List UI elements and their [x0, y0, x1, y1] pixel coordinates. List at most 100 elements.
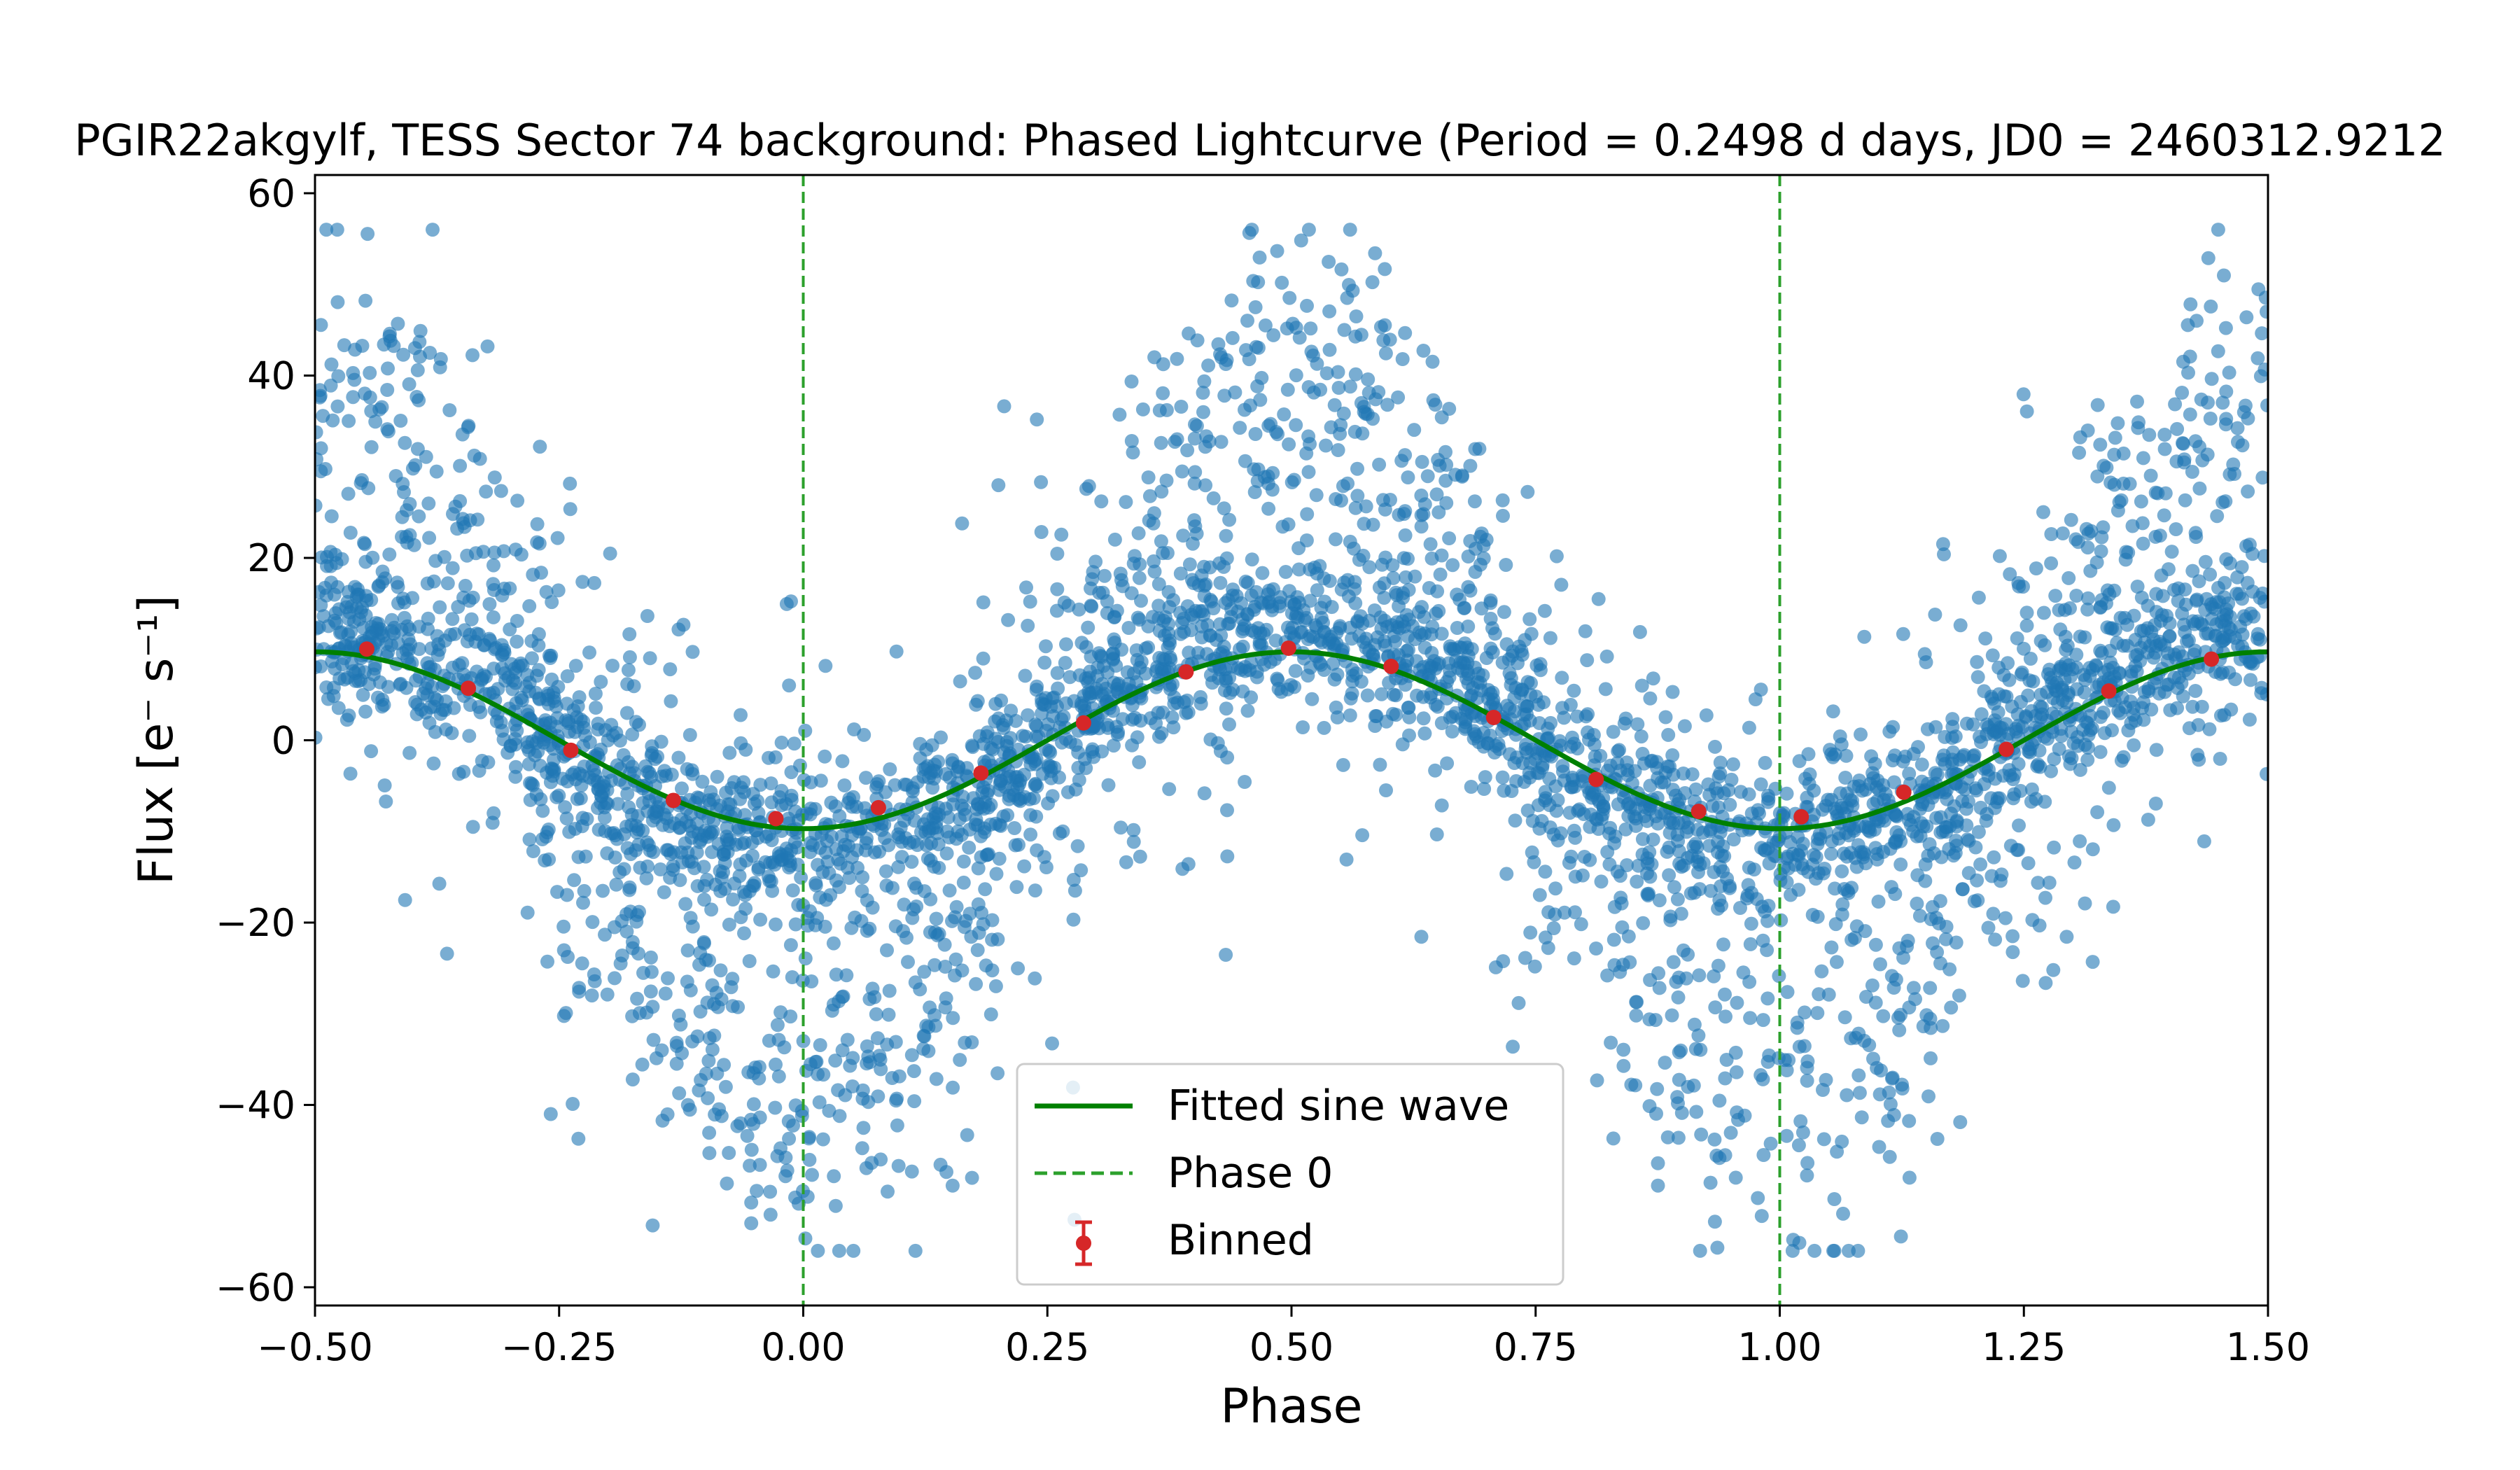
scatter-point: [818, 919, 832, 934]
scatter-point: [1331, 365, 1345, 379]
scatter-point: [1651, 966, 1666, 981]
y-tick-label: 0: [272, 719, 295, 763]
scatter-point: [1296, 720, 1310, 734]
scatter-point: [1852, 1086, 1867, 1100]
scatter-point: [2130, 580, 2145, 594]
scatter-point: [363, 365, 377, 380]
scatter-point: [1591, 592, 1606, 606]
scatter-point: [1088, 554, 1103, 569]
scatter-point: [640, 609, 654, 623]
scatter-point: [2044, 764, 2058, 778]
scatter-point: [341, 486, 356, 501]
scatter-point: [1533, 663, 1548, 678]
scatter-point: [364, 440, 379, 454]
scatter-point: [358, 554, 373, 569]
scatter-point: [794, 870, 808, 885]
scatter-point: [1214, 435, 1228, 449]
scatter-point: [1445, 724, 1460, 738]
scatter-point: [1112, 407, 1127, 422]
scatter-point: [437, 550, 451, 564]
scatter-point: [927, 925, 942, 939]
scatter-point: [913, 825, 928, 839]
scatter-point: [1275, 519, 1290, 534]
scatter-point: [682, 728, 697, 742]
scatter-point: [1760, 991, 1775, 1006]
scatter-point: [1718, 1009, 1732, 1024]
scatter-point: [1824, 747, 1839, 762]
scatter-point: [1600, 649, 1614, 664]
scatter-point: [1800, 1054, 1815, 1069]
scatter-point: [1812, 987, 1826, 1002]
scatter-point: [1282, 584, 1296, 598]
scatter-point: [664, 694, 678, 708]
scatter-point: [813, 1038, 827, 1052]
scatter-point: [377, 337, 391, 352]
scatter-point: [368, 414, 383, 429]
scatter-point: [1331, 443, 1345, 457]
scatter-point: [990, 932, 1005, 946]
scatter-point: [626, 679, 641, 694]
scatter-point: [881, 1184, 895, 1199]
scatter-point: [597, 800, 612, 815]
scatter-point: [1082, 479, 1096, 493]
scatter-point: [589, 701, 603, 715]
scatter-point: [1174, 400, 1189, 414]
scatter-point: [600, 846, 615, 860]
scatter-point: [1114, 820, 1128, 835]
scatter-point: [2171, 581, 2185, 596]
scatter-point: [696, 860, 711, 874]
scatter-points: [315, 223, 2268, 1258]
scatter-point: [1289, 368, 1303, 383]
scatter-point: [727, 775, 741, 790]
scatter-point: [1779, 875, 1794, 890]
scatter-point: [510, 493, 525, 508]
scatter-point: [1636, 916, 1651, 930]
scatter-point: [2073, 762, 2087, 777]
scatter-point: [798, 723, 813, 738]
scatter-point: [1723, 1126, 1738, 1140]
legend-label-sine: Fitted sine wave: [1168, 1082, 1509, 1130]
scatter-point: [2096, 520, 2110, 535]
scatter-point: [743, 1158, 757, 1173]
scatter-point: [1248, 427, 1263, 441]
scatter-point: [1703, 1175, 1718, 1190]
scatter-point: [705, 978, 720, 993]
scatter-point: [725, 999, 740, 1014]
scatter-point: [1924, 1021, 1938, 1035]
scatter-point: [1316, 615, 1330, 630]
scatter-point: [2241, 484, 2255, 499]
scatter-point: [1219, 701, 1233, 716]
scatter-point: [2005, 945, 2020, 960]
scatter-point: [970, 694, 985, 708]
scatter-point: [939, 846, 954, 861]
scatter-point: [397, 610, 412, 625]
scatter-point: [1090, 668, 1105, 683]
scatter-point: [1742, 860, 1756, 875]
scatter-point: [1971, 825, 1986, 839]
scatter-point: [2148, 797, 2163, 811]
scatter-point: [678, 897, 693, 911]
scatter-point: [1455, 468, 1469, 483]
scatter-point: [2068, 532, 2083, 547]
scatter-point: [1154, 534, 1168, 549]
scatter-point: [922, 770, 936, 785]
scatter-point: [1971, 590, 1986, 605]
scatter-point: [343, 526, 358, 540]
scatter-point: [381, 645, 396, 659]
scatter-point: [1780, 985, 1795, 1000]
scatter-point: [989, 867, 1004, 881]
scatter-point: [529, 668, 544, 683]
scatter-point: [2239, 310, 2254, 325]
scatter-point: [563, 476, 578, 491]
scatter-point: [1763, 1136, 1778, 1151]
scatter-point: [340, 713, 354, 727]
scatter-point: [412, 642, 426, 657]
scatter-point: [659, 769, 673, 783]
scatter-point: [487, 470, 502, 485]
scatter-point: [1401, 643, 1415, 657]
scatter-point: [1336, 479, 1350, 493]
scatter-point: [1141, 640, 1156, 654]
scatter-point: [653, 862, 668, 876]
scatter-point: [1398, 659, 1413, 673]
scatter-point: [1245, 552, 1259, 567]
